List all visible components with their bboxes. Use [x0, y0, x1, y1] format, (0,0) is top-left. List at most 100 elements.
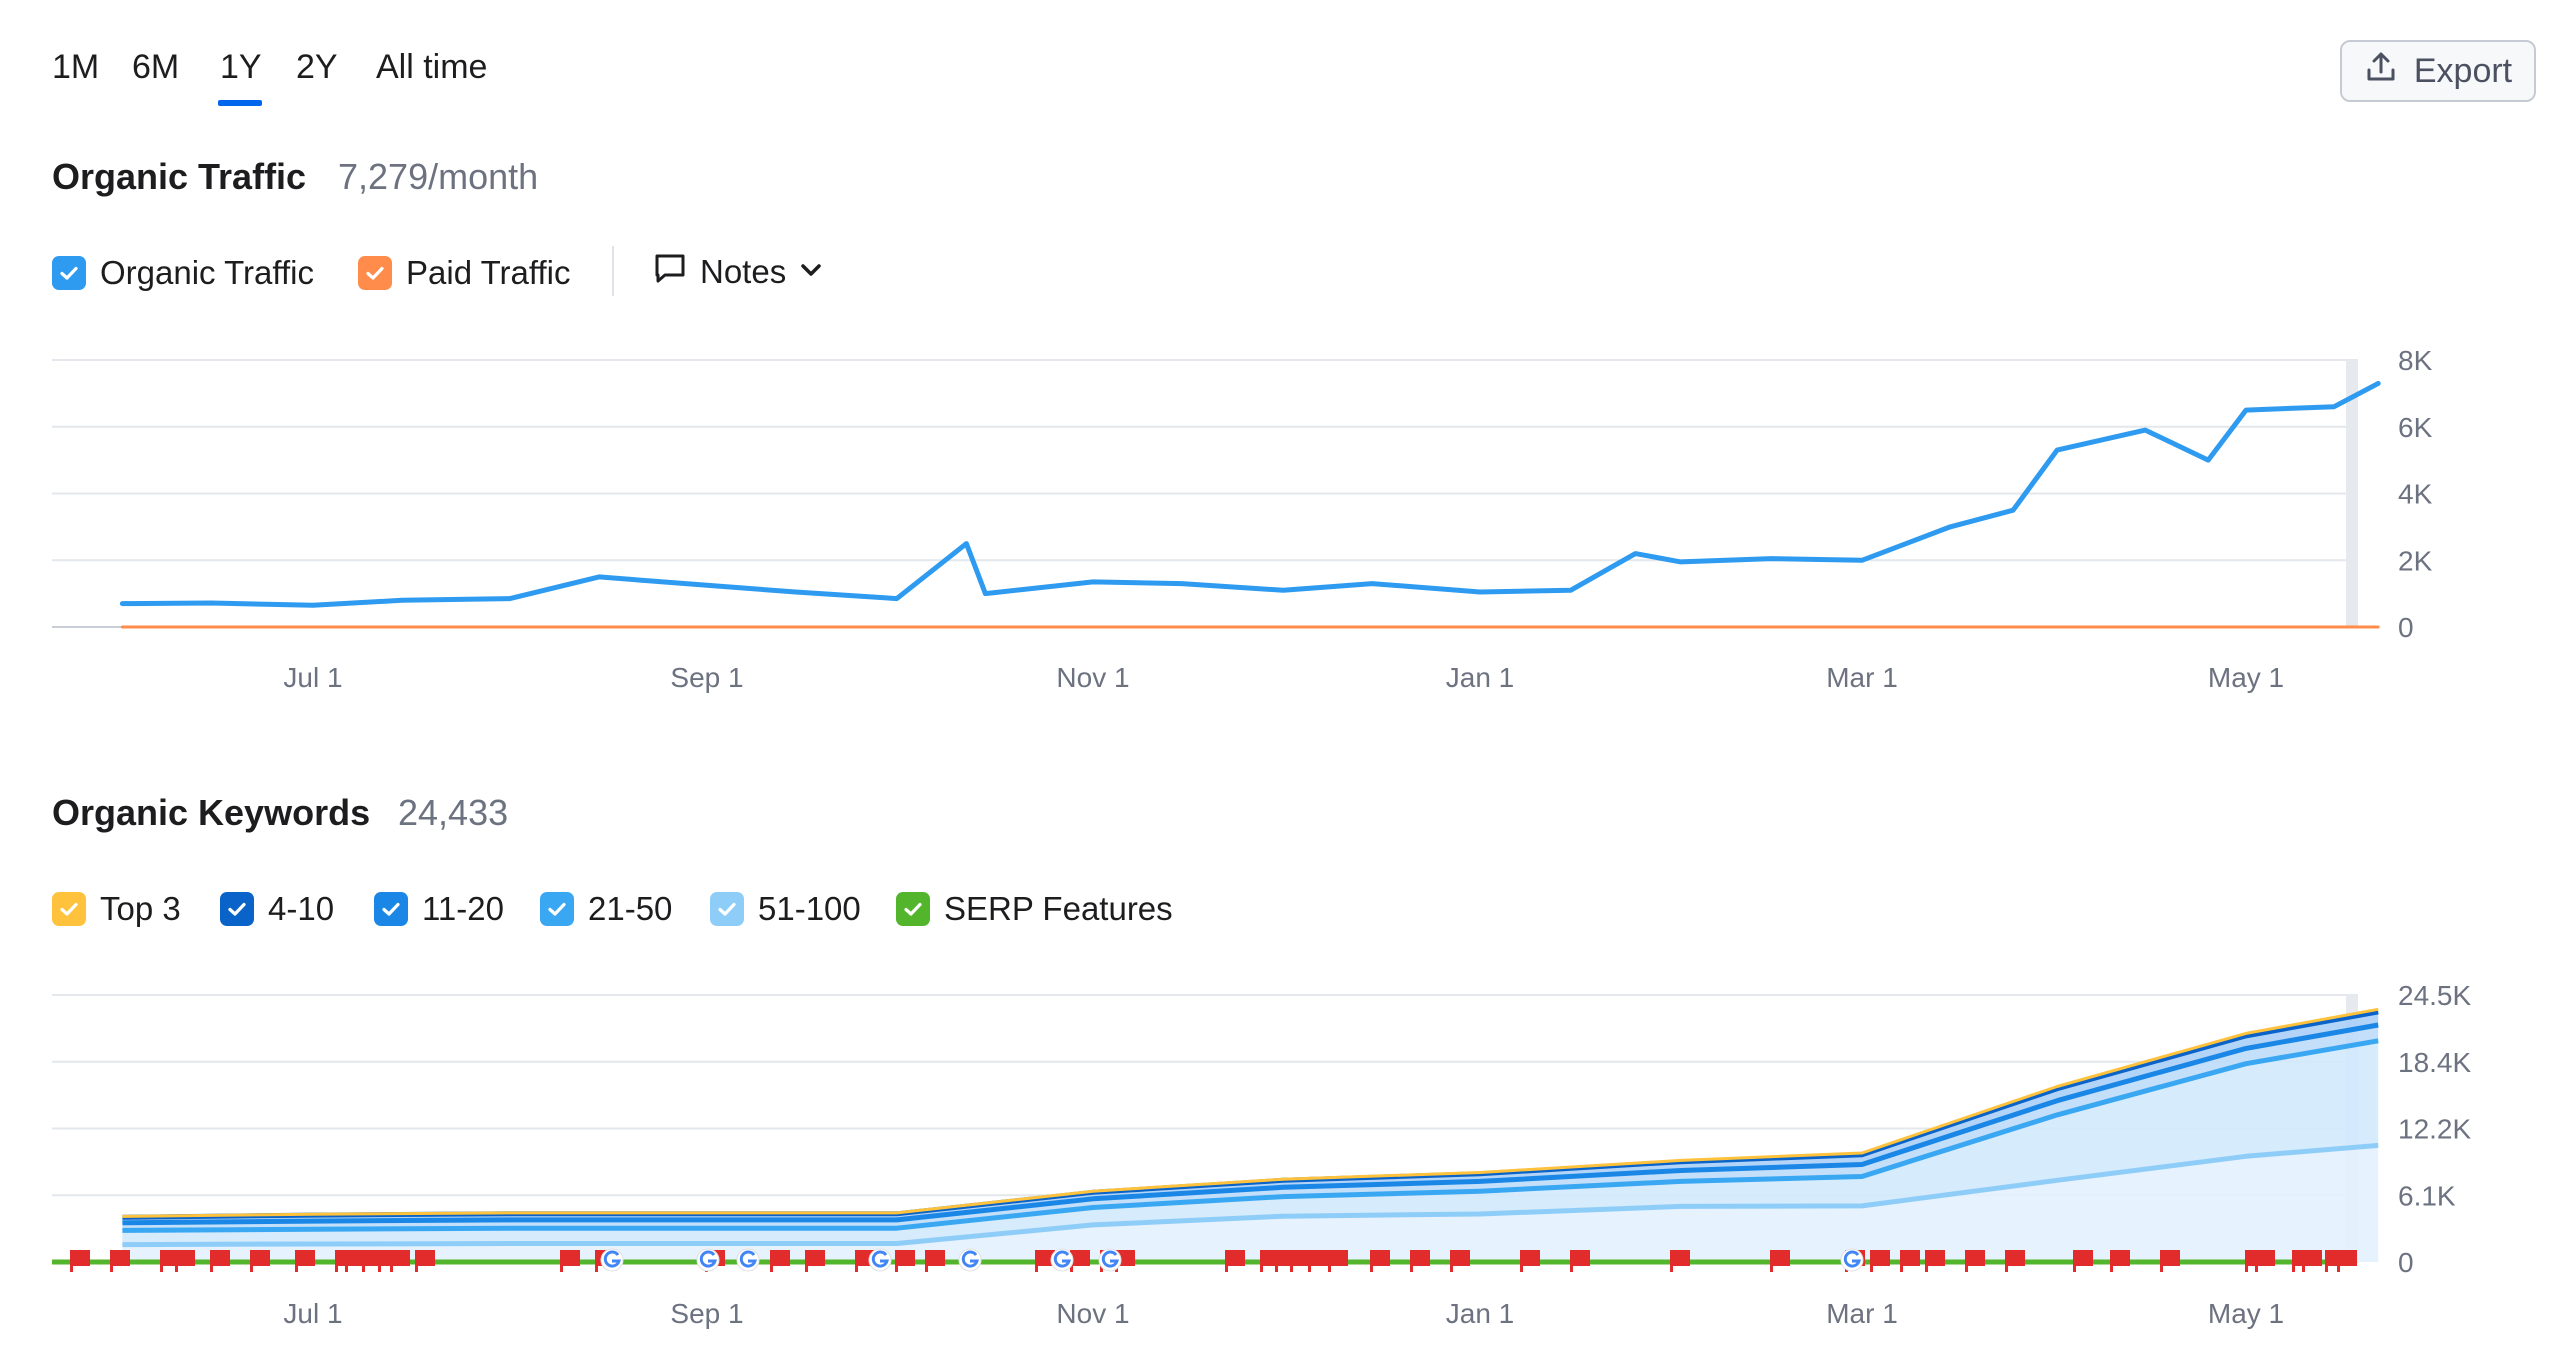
active-tab-indicator: [218, 100, 262, 106]
note-flag-icon: [770, 1250, 790, 1272]
check-icon: [60, 902, 78, 916]
note-flag-icon: [210, 1250, 230, 1272]
note-flag-icon: [2337, 1250, 2357, 1272]
legend-4-10[interactable]: 4-10: [220, 890, 334, 928]
checkbox-paid-traffic[interactable]: [358, 256, 392, 290]
traffic-range-end-marker: [2346, 360, 2358, 627]
legend-21-50[interactable]: 21-50: [540, 890, 672, 928]
series-line-11-20: [122, 1022, 2379, 1226]
traffic-y-tick-label: 2K: [2398, 545, 2433, 576]
traffic-x-tick-label: Jan 1: [1446, 662, 1515, 693]
tab-all-time[interactable]: All time: [376, 48, 488, 86]
google-update-icon: [1098, 1248, 1122, 1272]
legend-label: Paid Traffic: [406, 254, 571, 291]
note-flag-icon: [345, 1250, 365, 1272]
legend-divider: [612, 246, 614, 296]
note-flag-icon: [925, 1250, 945, 1272]
note-flag-icon: [415, 1250, 435, 1272]
google-update-icon: [600, 1248, 624, 1272]
note-flag-icon: [805, 1250, 825, 1272]
note-flag-icon: [1770, 1250, 1790, 1272]
notes-dropdown[interactable]: Notes: [652, 250, 824, 294]
note-flag-icon: [1410, 1250, 1430, 1272]
legend-51-100[interactable]: 51-100: [710, 890, 861, 928]
google-update-icon: [696, 1248, 720, 1272]
note-flag-icon: [362, 1250, 382, 1272]
note-flag-icon: [1965, 1250, 1985, 1272]
note-flag-icon: [1900, 1250, 1920, 1272]
organic-traffic-chart: 0 2K 4K 6K 8K Jul 1 Sep 1 Nov 1 Jan 1 Mar 1 May 1: [52, 345, 2433, 693]
note-flag-icon: [1870, 1250, 1890, 1272]
keywords-y-tick-label: 12.2K: [2398, 1114, 2471, 1145]
legend-label: 4-10: [268, 890, 335, 927]
tab-6m[interactable]: 6M: [132, 48, 180, 86]
legend-serp-features[interactable]: SERP Features: [896, 890, 1173, 928]
check-icon: [548, 902, 566, 916]
note-flag-icon: [2073, 1250, 2093, 1272]
checkbox-21-50[interactable]: [540, 892, 574, 926]
traffic-title: Organic Traffic: [52, 156, 307, 197]
traffic-y-tick-label: 0: [2398, 612, 2414, 643]
legend-paid-traffic[interactable]: Paid Traffic: [358, 254, 570, 292]
keywords-x-tick-label: Jul 1: [283, 1298, 342, 1329]
series-area-21-50: [122, 1040, 2379, 1245]
tab-1m[interactable]: 1M: [52, 48, 100, 86]
checkbox-serp-features[interactable]: [896, 892, 930, 926]
note-flag-icon: [110, 1250, 130, 1272]
traffic-x-tick-label: Jul 1: [283, 662, 342, 693]
google-update-icon: [958, 1248, 982, 1272]
checkbox-11-20[interactable]: [374, 892, 408, 926]
note-flag-icon: [390, 1250, 410, 1272]
checkbox-top-3[interactable]: [52, 892, 86, 926]
keywords-x-tick-label: May 1: [2208, 1298, 2284, 1329]
traffic-value: 7,279/month: [338, 156, 539, 197]
legend-label: Organic Traffic: [100, 254, 314, 291]
note-flag-icon: [2255, 1250, 2275, 1272]
note-flag-icon: [250, 1250, 270, 1272]
google-update-icon: [1050, 1248, 1074, 1272]
legend-label: 21-50: [588, 890, 673, 927]
note-flag-icon: [1570, 1250, 1590, 1272]
keywords-x-tick-label: Sep 1: [670, 1298, 743, 1329]
legend-organic-traffic[interactable]: Organic Traffic: [52, 254, 314, 292]
note-flag-icon: [295, 1250, 315, 1272]
traffic-y-tick-label: 8K: [2398, 345, 2433, 376]
google-update-icon: [868, 1248, 892, 1272]
legend-top-3[interactable]: Top 3: [52, 890, 181, 928]
traffic-x-tick-label: May 1: [2208, 662, 2284, 693]
note-flag-icon: [1450, 1250, 1470, 1272]
note-flag-icon: [1308, 1250, 1328, 1272]
traffic-x-tick-label: Sep 1: [670, 662, 743, 693]
checkbox-organic-traffic[interactable]: [52, 256, 86, 290]
tab-1y[interactable]: 1Y: [220, 48, 262, 86]
note-flag-icon: [175, 1250, 195, 1272]
note-flag-icon: [2005, 1250, 2025, 1272]
note-flag-icon: [1035, 1250, 1055, 1272]
series-line-21-50: [122, 1038, 2379, 1233]
export-label: Export: [2413, 51, 2513, 90]
check-icon: [60, 266, 78, 280]
google-update-icon: [736, 1248, 760, 1272]
traffic-x-tick-label: Nov 1: [1056, 662, 1129, 693]
series-line-organic-traffic: [119, 380, 2381, 608]
series-line-51-100: [122, 1142, 2379, 1248]
checkbox-4-10[interactable]: [220, 892, 254, 926]
note-flag-icon: [1290, 1250, 1310, 1272]
keywords-x-tick-label: Mar 1: [1826, 1298, 1898, 1329]
legend-11-20[interactable]: 11-20: [374, 890, 504, 928]
note-flag-icon: [1370, 1250, 1390, 1272]
tab-2y[interactable]: 2Y: [296, 48, 338, 86]
series-area-51-100: [122, 1145, 2379, 1262]
legend-label: 11-20: [422, 890, 504, 927]
export-button[interactable]: Export: [2340, 40, 2536, 102]
checkbox-51-100[interactable]: [710, 892, 744, 926]
note-flag-icon: [1225, 1250, 1245, 1272]
legend-label: SERP Features: [944, 890, 1173, 927]
note-flag-icon: [1670, 1250, 1690, 1272]
keywords-y-tick-label: 24.5K: [2398, 980, 2471, 1011]
keywords-y-tick-label: 0: [2398, 1247, 2414, 1278]
check-icon: [382, 902, 400, 916]
series-line-top-3: [122, 1007, 2379, 1218]
traffic-x-tick-label: Mar 1: [1826, 662, 1898, 693]
note-flag-icon: [560, 1250, 580, 1272]
